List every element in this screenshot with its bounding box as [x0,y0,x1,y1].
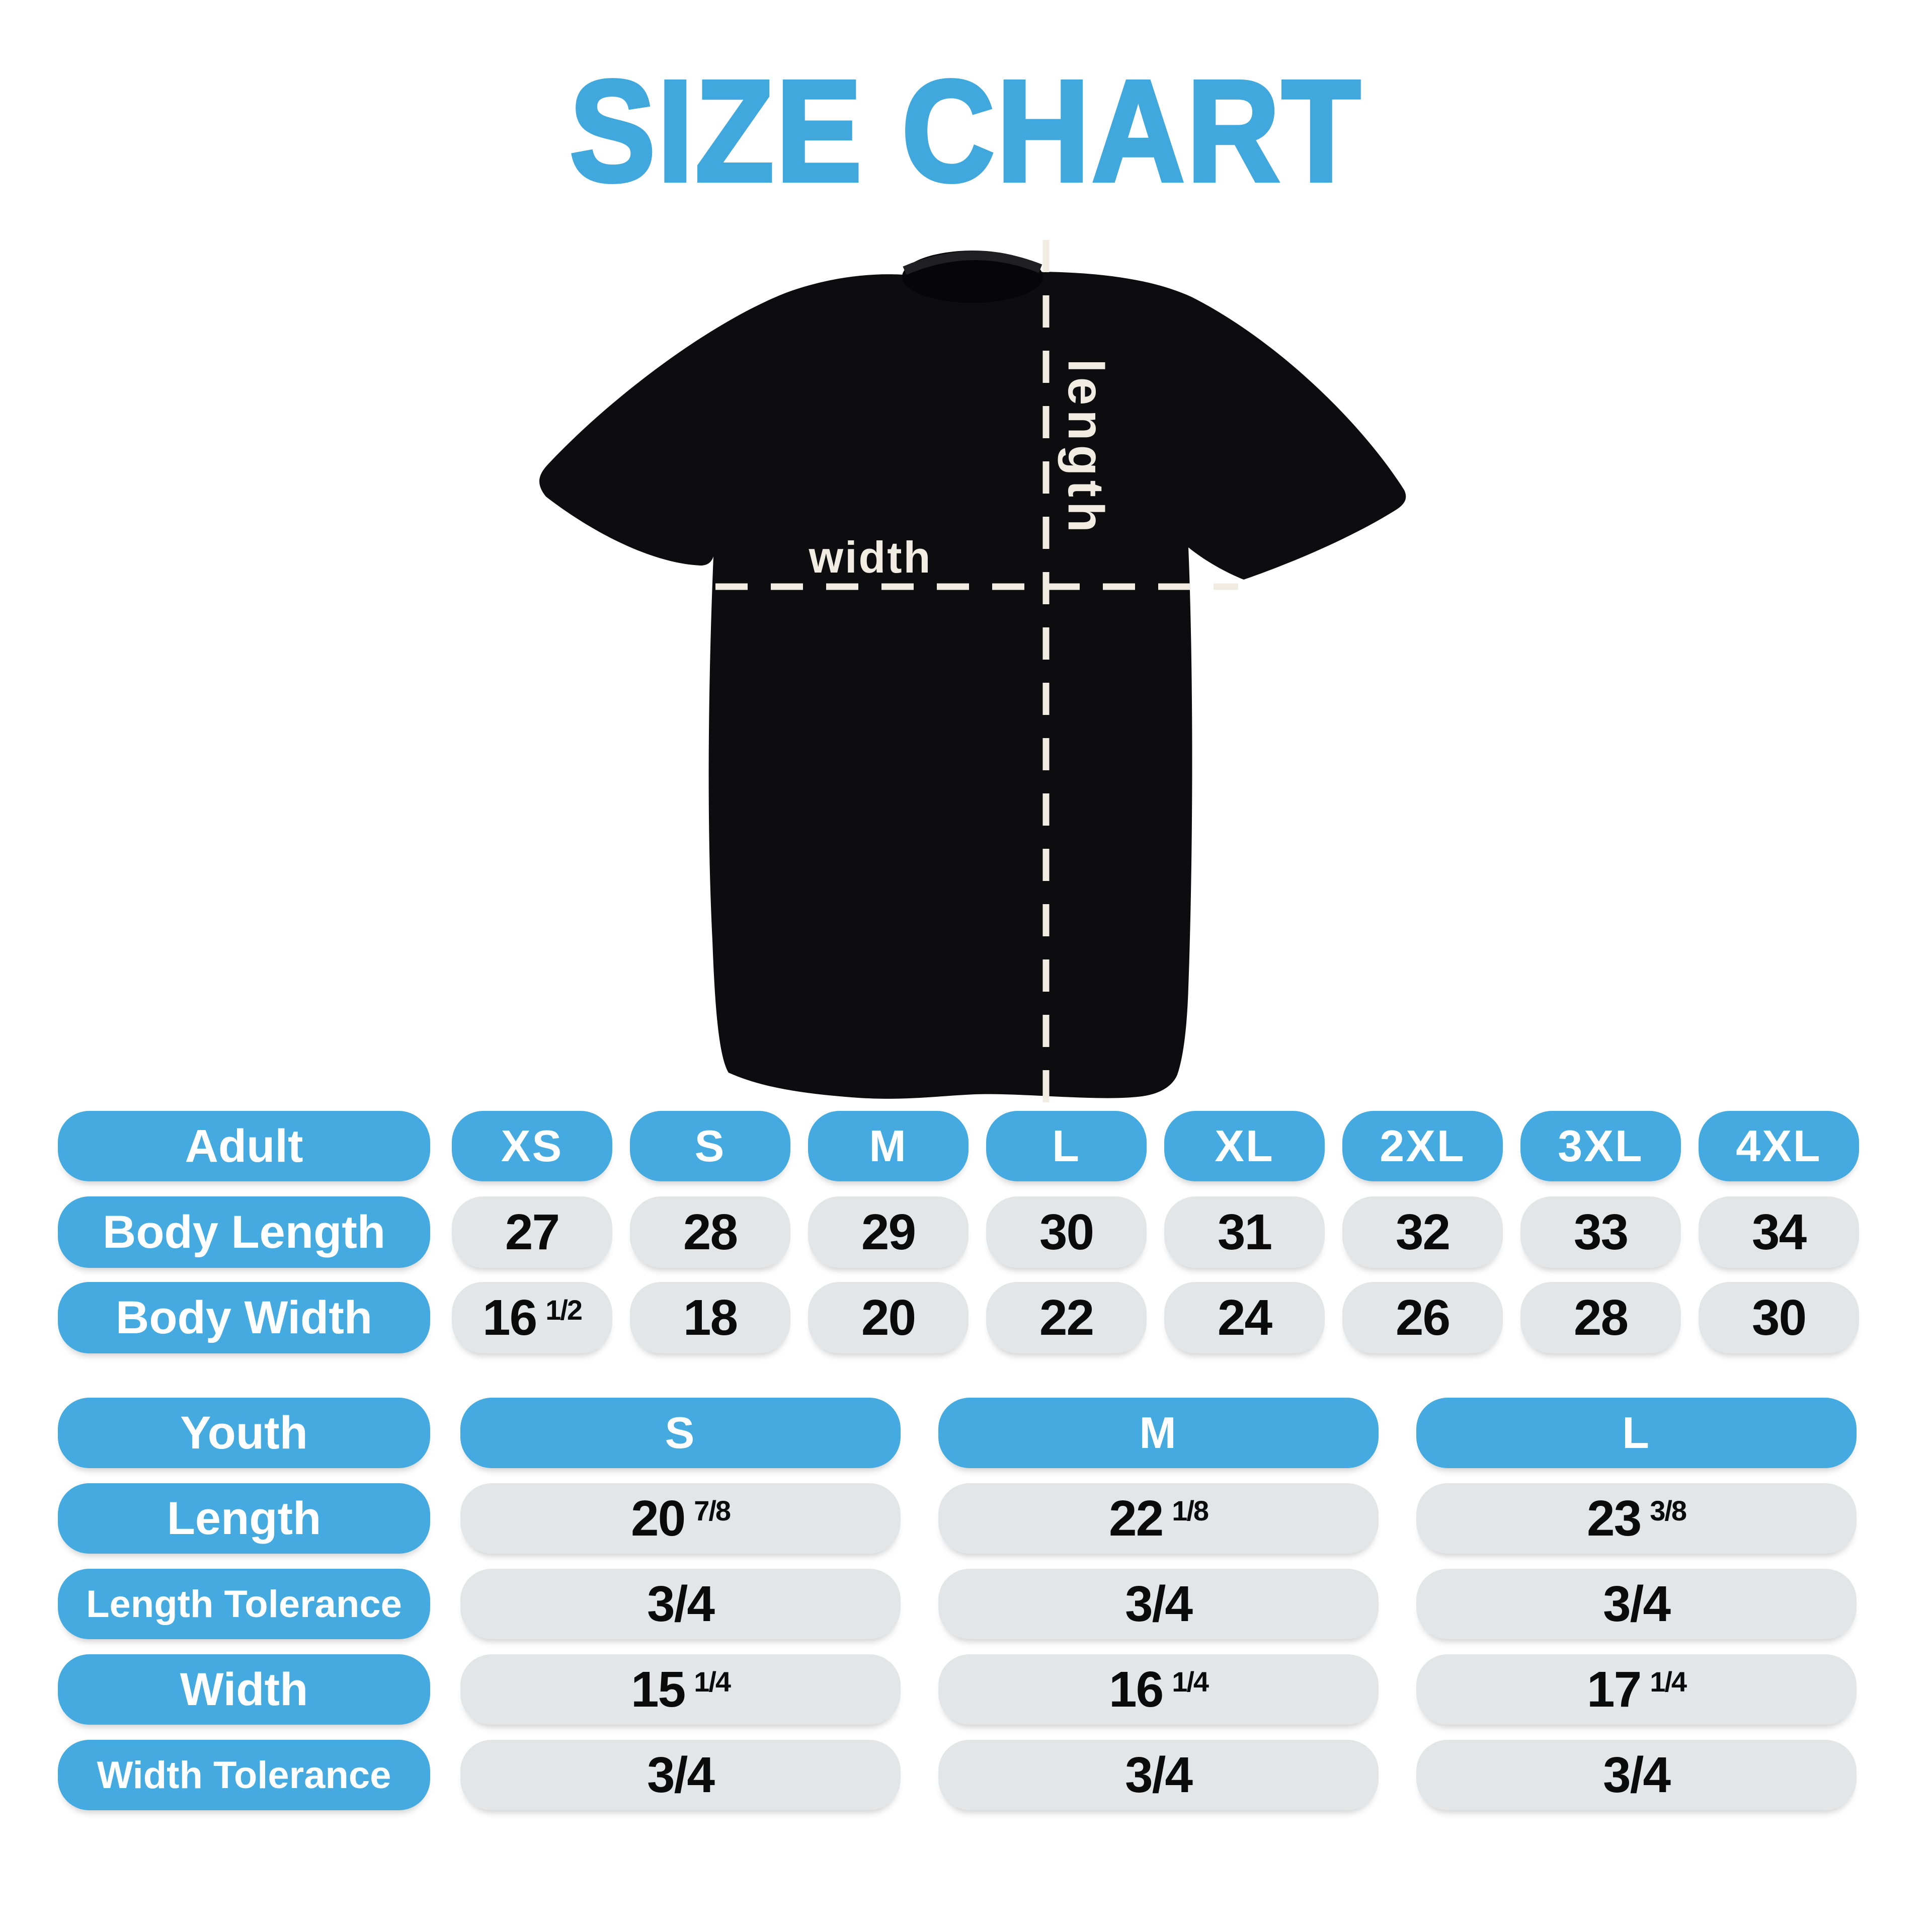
adult-size-header-2xl: 2XL [1342,1111,1503,1181]
adult-value-cell: 20 [808,1282,969,1353]
youth-value-cell: 3/4 [1416,1569,1857,1639]
tshirt-collar-band [903,251,1042,275]
youth-value-cell: 17 1/4 [1416,1654,1857,1725]
adult-value-cell: 29 [808,1196,969,1268]
tshirt-graphic: width length [539,240,1406,1103]
youth-value-cell: 22 1/8 [938,1483,1379,1554]
adult-value-cell: 31 [1164,1196,1325,1268]
youth-value-cell: 23 3/8 [1416,1483,1857,1554]
youth-size-header-s: S [460,1398,901,1468]
youth-value-cell: 3/4 [460,1569,901,1639]
row-label-width-tolerance: Width Tolerance [58,1740,430,1810]
adult-table-label: Adult [58,1111,430,1181]
adult-value-cell: 26 [1342,1282,1503,1353]
youth-value-cell: 20 7/8 [460,1483,901,1554]
adult-value-cell: 22 [986,1282,1147,1353]
adult-value-cell: 24 [1164,1282,1325,1353]
adult-value-cell: 30 [986,1196,1147,1268]
adult-value-cell: 33 [1520,1196,1681,1268]
row-label-body-length: Body Length [58,1196,430,1268]
adult-size-header-s: S [630,1111,790,1181]
adult-size-header-m: M [808,1111,969,1181]
row-label-body-width: Body Width [58,1282,430,1353]
adult-value-cell: 32 [1342,1196,1503,1268]
adult-size-header-l: L [986,1111,1147,1181]
adult-value-cell: 27 [452,1196,612,1268]
adult-value-cell: 28 [630,1196,790,1268]
youth-table-label: Youth [58,1398,430,1468]
adult-size-header-3xl: 3XL [1520,1111,1681,1181]
page-title: SIZE CHART [568,49,1362,214]
youth-value-cell: 15 1/4 [460,1654,901,1725]
youth-size-header-m: M [938,1398,1379,1468]
row-label-width: Width [58,1654,430,1725]
adult-size-header-xs: XS [452,1111,612,1181]
tshirt-diagram: width length [503,226,1459,1112]
youth-value-cell: 16 1/4 [938,1654,1379,1725]
adult-size-header-xl: XL [1164,1111,1325,1181]
youth-value-cell: 3/4 [1416,1740,1857,1810]
row-label-length: Length [58,1483,430,1554]
adult-size-header-4xl: 4XL [1699,1111,1859,1181]
adult-value-cell: 16 1/2 [452,1282,612,1353]
row-label-length-tolerance: Length Tolerance [58,1569,430,1639]
youth-value-cell: 3/4 [938,1740,1379,1810]
youth-value-cell: 3/4 [460,1740,901,1810]
adult-value-cell: 18 [630,1282,790,1353]
adult-value-cell: 30 [1699,1282,1859,1353]
youth-value-cell: 3/4 [938,1569,1379,1639]
width-label: width [809,532,932,582]
adult-value-cell: 28 [1520,1282,1681,1353]
length-label: length [1058,359,1114,537]
tshirt-body [539,272,1406,1099]
youth-size-header-l: L [1416,1398,1857,1468]
adult-value-cell: 34 [1699,1196,1859,1268]
